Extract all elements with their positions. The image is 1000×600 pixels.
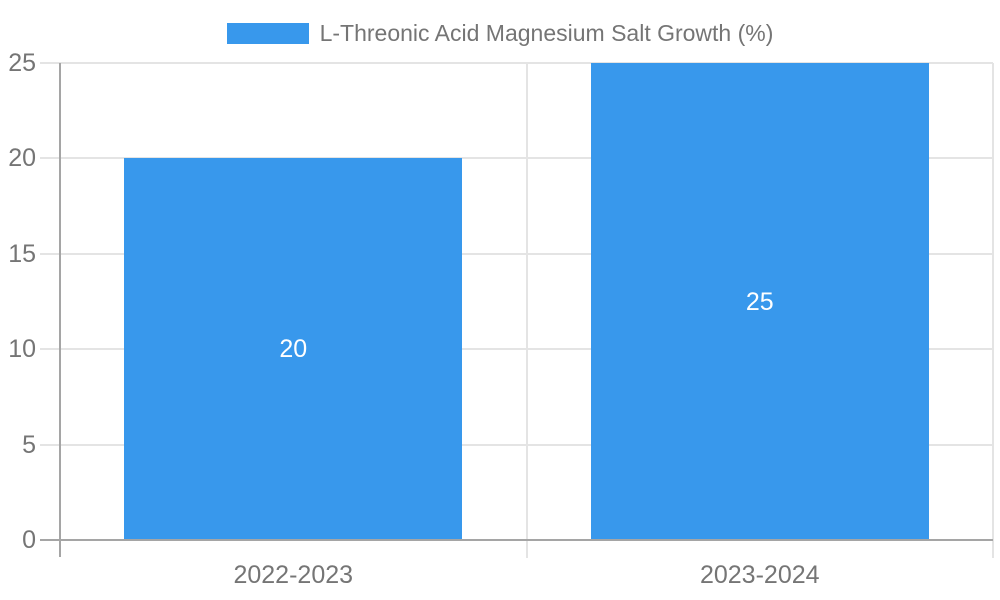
y-axis-tick-label: 0 [22,526,36,554]
y-axis-tick-label: 10 [8,335,36,364]
x-axis-tick-label: 2023-2024 [699,561,820,589]
x-gridline [992,63,994,558]
y-gridline [40,62,993,64]
chart-legend[interactable]: L-Threonic Acid Magnesium Salt Growth (%… [0,20,1000,47]
y-gridline [40,348,993,351]
bar-value-label: 20 [279,335,308,364]
y-axis-tick-label: 20 [8,144,36,173]
y-axis-tick-label: 5 [22,430,36,459]
y-gridline [40,443,993,446]
y-axis-tick-label: 15 [8,239,36,268]
x-axis-tick-label: 2022-2023 [233,561,354,589]
y-axis-tick-label: 25 [8,49,36,77]
y-gridline [40,157,993,160]
y-axis-line [59,63,61,557]
bar-value-label: 25 [745,287,774,316]
y-gridline [40,252,993,255]
legend-label: L-Threonic Acid Magnesium Salt Growth (%… [319,20,774,46]
bar[interactable] [124,158,463,540]
legend-swatch [226,23,309,44]
bar[interactable] [590,63,929,540]
x-axis-line [40,539,993,541]
x-gridline [525,63,528,558]
